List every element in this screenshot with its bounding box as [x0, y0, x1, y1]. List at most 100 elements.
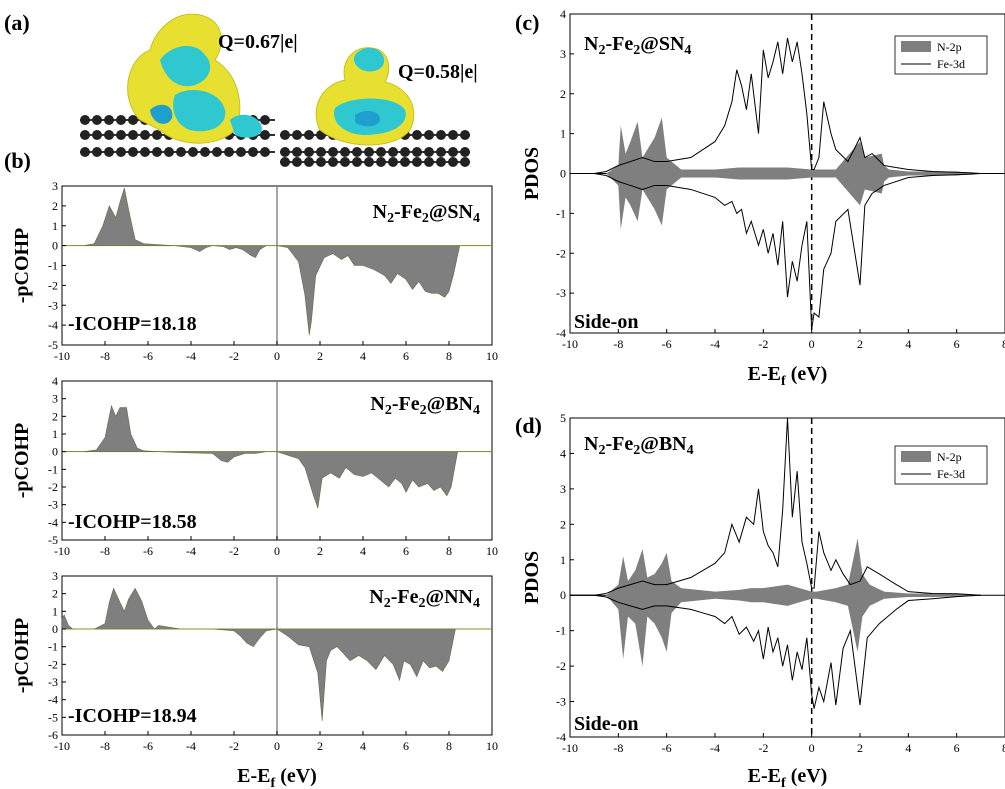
x-tick-label: -6 — [662, 337, 672, 351]
carbon-atom — [364, 147, 374, 157]
carbon-atom — [376, 147, 386, 157]
y-tick-label: 1 — [560, 127, 566, 141]
y-axis-label: -pCOHP — [11, 618, 33, 694]
fe3d-line-down — [570, 173, 981, 330]
fe3d-line-down — [570, 594, 981, 709]
y-tick-label: -4 — [556, 730, 566, 744]
y-tick-label: 2 — [560, 517, 566, 531]
legend-label-fe3d: Fe-3d — [937, 467, 965, 481]
legend-label-fe3d: Fe-3d — [937, 57, 965, 71]
carbon-atom — [260, 130, 270, 140]
carbon-atom — [212, 147, 222, 157]
carbon-atom — [260, 115, 270, 125]
carbon-atom — [436, 157, 446, 167]
y-tick-label: 2 — [52, 199, 58, 213]
y-tick-label: 0 — [52, 239, 58, 253]
x-tick-label: -10 — [54, 739, 70, 753]
chart-title-part: 2 — [384, 596, 391, 611]
carbon-atom — [424, 147, 434, 157]
y-tick-label: -1 — [556, 206, 566, 220]
chart-title: N2-Fe2@BN4 — [370, 393, 480, 418]
panel-label-d: (d) — [515, 413, 542, 438]
chart-title-part: 4 — [687, 443, 694, 458]
legend: N-2p Fe-3d — [894, 445, 988, 485]
y-axis-label: -pCOHP — [11, 228, 33, 304]
x-tick-label: -6 — [662, 741, 672, 755]
x-tick-label: 10 — [486, 739, 498, 753]
y-tick-label: 2 — [52, 409, 58, 423]
y-tick-label: -2 — [48, 480, 58, 494]
x-tick-label: 2 — [317, 544, 323, 558]
chart-title-part: 2 — [387, 211, 394, 226]
y-tick-label: 0 — [52, 445, 58, 459]
x-tick-label: -6 — [143, 544, 153, 558]
carbon-atom — [340, 157, 350, 167]
x-tick-label: -4 — [186, 349, 196, 363]
charge-label-right: Q=0.58|e| — [398, 61, 478, 83]
carbon-atom — [376, 157, 386, 167]
carbon-atom — [436, 130, 446, 140]
chart-title-part: @BN — [427, 393, 474, 415]
x-tick-label: 8 — [446, 349, 452, 363]
x-tick-label: 0 — [809, 741, 815, 755]
carbon-atom — [460, 157, 470, 167]
chart-title-part: 2 — [598, 43, 605, 58]
y-tick-label: -4 — [556, 326, 566, 340]
legend-swatch-n2p — [901, 41, 931, 52]
carbon-atom — [280, 130, 290, 140]
carbon-atom — [304, 130, 314, 140]
y-tick-label: -1 — [48, 462, 58, 476]
x-tick-label: 10 — [486, 349, 498, 363]
x-tick-label: 4 — [905, 741, 911, 755]
y-tick-label: -4 — [48, 515, 58, 529]
carbon-atom — [304, 147, 314, 157]
x-tick-label: -10 — [562, 741, 578, 755]
x-tick-label: 6 — [954, 741, 960, 755]
chart-title-part: 2 — [419, 596, 426, 611]
chart-title-part: 2 — [420, 403, 427, 418]
carbon-atom — [104, 147, 114, 157]
chart-title: N2-Fe2@NN4 — [369, 586, 480, 611]
annotation-label: Side-on — [574, 713, 638, 735]
chart-title-part: 4 — [684, 43, 691, 58]
carbon-atom — [236, 147, 246, 157]
y-tick-label: 1 — [52, 604, 58, 618]
carbon-atom — [116, 130, 126, 140]
x-tick-label: 8 — [1002, 337, 1005, 351]
x-tick-label: -8 — [100, 544, 110, 558]
carbon-atom — [80, 130, 90, 140]
y-tick-label: 0 — [560, 167, 566, 181]
carbon-atom — [400, 157, 410, 167]
carbon-atom — [292, 157, 302, 167]
carbon-atom — [364, 157, 374, 167]
y-tick-label: -3 — [556, 695, 566, 709]
fe3d-line-up — [570, 37, 981, 174]
x-axis-label: E-Ef (eV) — [748, 765, 828, 789]
chart-title-part: N — [584, 33, 599, 55]
chart-title-part: 2 — [633, 43, 640, 58]
carbon-atom — [388, 147, 398, 157]
x-tick-label: 6 — [954, 337, 960, 351]
y-tick-label: -5 — [48, 533, 58, 547]
chart-title-part: N — [373, 201, 388, 223]
y-tick-label: -2 — [48, 657, 58, 671]
y-tick-label: -6 — [48, 728, 58, 742]
y-tick-label: -3 — [48, 675, 58, 689]
carbon-atom — [140, 147, 150, 157]
y-tick-label: 4 — [52, 374, 58, 388]
y-tick-label: 3 — [560, 47, 566, 61]
x-tick-label: -4 — [710, 741, 720, 755]
y-tick-label: 0 — [560, 588, 566, 602]
y-tick-label: 0 — [52, 622, 58, 636]
carbon-atom — [292, 130, 302, 140]
carbon-atom — [104, 115, 114, 125]
annotation-label: Side-on — [574, 311, 638, 333]
legend-swatch-n2p — [901, 451, 931, 462]
carbon-atom — [116, 147, 126, 157]
x-tick-label: 8 — [446, 544, 452, 558]
carbon-atom — [200, 147, 210, 157]
carbon-atom — [412, 130, 422, 140]
carbon-atom — [188, 147, 198, 157]
chart-title-part: 4 — [473, 596, 480, 611]
